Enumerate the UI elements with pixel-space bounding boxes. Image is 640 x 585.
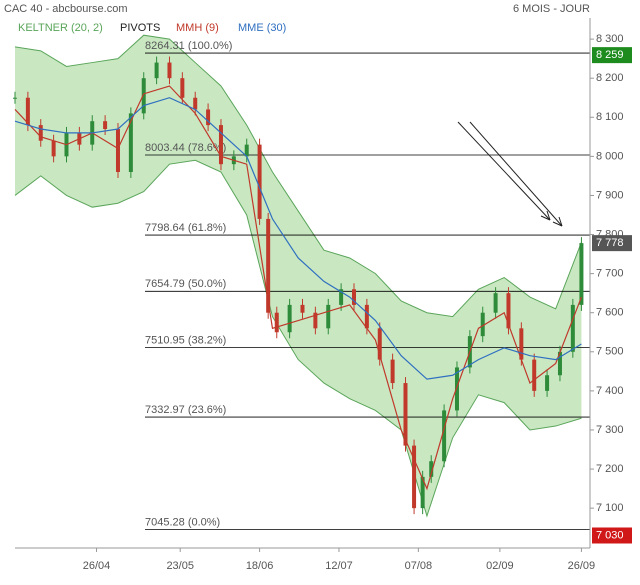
x-tick-label: 26/04	[83, 560, 111, 572]
candle	[51, 140, 56, 157]
candle	[103, 121, 108, 130]
pivot-label: 7045.28 (0.0%)	[145, 516, 220, 528]
candle	[218, 125, 223, 165]
y-tick-label: 7 900	[596, 189, 624, 201]
x-tick-label: 12/07	[325, 560, 353, 572]
pivot-label: 7332.97 (23.6%)	[145, 404, 226, 416]
arrow	[457, 121, 551, 221]
price-tag-label: 8 259	[596, 49, 624, 61]
candle	[403, 383, 408, 446]
candle	[532, 359, 537, 391]
candle	[154, 62, 159, 79]
candle	[429, 461, 434, 477]
candle	[480, 312, 485, 337]
y-tick-label: 8 100	[596, 111, 624, 123]
y-tick-label: 7 500	[596, 346, 624, 358]
series-line	[14, 97, 582, 380]
price-tag-label: 7 778	[596, 237, 624, 249]
legend-entry: MME (30)	[238, 22, 286, 34]
legend-entry: PIVOTS	[120, 22, 160, 34]
y-tick-label: 8 200	[596, 72, 624, 84]
price-tag	[592, 235, 632, 252]
candle	[442, 410, 447, 462]
candle	[579, 243, 584, 305]
price-tag	[592, 527, 632, 544]
arrow	[469, 121, 563, 227]
candle	[545, 375, 550, 391]
candle	[313, 312, 318, 329]
candle	[390, 359, 395, 384]
candle	[300, 304, 305, 313]
candle	[287, 304, 292, 333]
candle	[13, 97, 17, 99]
y-tick-label: 7 700	[596, 268, 624, 280]
candle	[519, 328, 524, 360]
keltner-lower	[14, 159, 582, 518]
keltner-fill	[15, 35, 582, 516]
price-tag-label: 7 030	[596, 529, 624, 541]
arrow-head	[540, 210, 563, 227]
chart-title: CAC 40 - abcbourse.com	[4, 3, 128, 15]
candle	[570, 304, 575, 352]
y-tick-label: 8 300	[596, 33, 624, 45]
candle	[167, 62, 172, 79]
candle	[180, 78, 185, 98]
candle	[25, 97, 30, 126]
candle	[493, 293, 498, 313]
candle	[115, 129, 120, 172]
candle	[141, 78, 146, 114]
keltner-upper	[14, 34, 582, 318]
x-tick-label: 26/09	[568, 560, 596, 572]
candle	[506, 293, 511, 329]
candle	[206, 109, 211, 126]
candle	[38, 125, 43, 141]
candle	[274, 312, 279, 333]
candle	[377, 328, 382, 360]
candle	[193, 97, 198, 110]
candle	[257, 144, 262, 219]
pivot-label: 7510.95 (38.2%)	[145, 334, 226, 346]
candle	[351, 289, 356, 305]
y-tick-label: 8 000	[596, 150, 624, 162]
legend-entry: KELTNER (20, 2)	[18, 22, 103, 34]
y-tick-label: 7 200	[596, 463, 624, 475]
pivot-label: 7654.79 (50.0%)	[145, 278, 226, 290]
candle	[557, 351, 562, 376]
candle	[420, 476, 425, 509]
candle	[326, 304, 331, 329]
pivot-label: 7798.64 (61.8%)	[145, 222, 226, 234]
y-tick-label: 7 400	[596, 385, 624, 397]
y-tick-label: 7 100	[596, 502, 624, 514]
candle	[454, 367, 459, 411]
x-tick-label: 18/06	[246, 560, 274, 572]
x-tick-label: 23/05	[166, 560, 194, 572]
y-tick-label: 7 600	[596, 307, 624, 319]
candle	[339, 289, 344, 305]
period: 6 MOIS - JOUR	[513, 3, 590, 15]
pivot-label: 8003.44 (78.6%)	[145, 142, 226, 154]
legend-entry: MMH (9)	[176, 22, 219, 34]
x-tick-label: 02/09	[486, 560, 514, 572]
candle	[244, 144, 249, 157]
candle	[364, 304, 369, 329]
x-tick-label: 07/08	[405, 560, 433, 572]
series-line	[14, 85, 582, 491]
candle	[412, 445, 417, 509]
pivot-label: 8264.31 (100.0%)	[145, 40, 232, 52]
y-tick-label: 7 300	[596, 424, 624, 436]
candle	[266, 218, 271, 313]
candle	[128, 113, 133, 172]
price-tag	[592, 47, 632, 64]
